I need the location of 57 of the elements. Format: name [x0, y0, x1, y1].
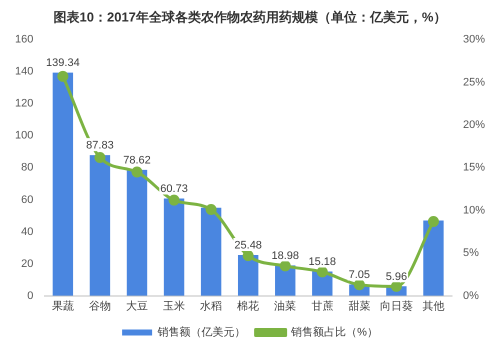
point [206, 204, 217, 216]
bar [164, 198, 184, 296]
bar [90, 155, 110, 296]
y2-tick-label: 30% [462, 34, 486, 46]
x-tick-label: 大豆 [126, 299, 148, 312]
y-tick-label: 100 [14, 130, 34, 142]
data-label: 60.73 [160, 183, 188, 196]
y2-tick-label: 25% [462, 76, 486, 88]
data-label: 5.96 [386, 270, 408, 283]
data-label: 87.83 [86, 140, 114, 152]
data-label: 139.34 [46, 57, 80, 70]
chart-title: 图表10：2017年全球各类农作物农药用药规模（单位：亿美元，%） [54, 9, 446, 24]
y-tick-label: 60 [21, 194, 34, 206]
y-tick-label: 20 [21, 258, 34, 270]
x-tick-label: 谷物 [88, 300, 111, 312]
bar [200, 208, 222, 296]
bar [423, 220, 444, 296]
y2-tick-label: 15% [462, 162, 486, 174]
y-tick-label: 80 [21, 162, 34, 174]
y2-tick-label: 0% [462, 290, 480, 302]
data-label: 25.48 [234, 240, 262, 252]
point [242, 250, 254, 262]
y2-tick-label: 20% [462, 119, 486, 132]
y-tick-label: 120 [14, 98, 34, 110]
data-label: 7.05 [348, 269, 370, 282]
bar [126, 170, 148, 296]
x-tick-label: 果蔬 [52, 299, 74, 312]
y2-tick-label: 10% [462, 204, 486, 216]
point [168, 194, 180, 206]
point [390, 280, 402, 292]
y-tick-label: 160 [14, 34, 34, 46]
data-label: 78.62 [123, 154, 151, 166]
point [354, 279, 365, 290]
x-tick-label: 甜菜 [348, 299, 370, 312]
x-tick-label: 甘蔗 [311, 299, 334, 312]
legend-label: 销售额占比（%） [290, 326, 378, 339]
y-tick-label: 140 [14, 66, 34, 78]
data-label: 18.98 [271, 250, 299, 262]
x-tick-label: 水稻 [200, 299, 222, 312]
legend-label: 销售额（亿美元） [156, 326, 246, 339]
data-label: 15.18 [308, 256, 336, 268]
point [280, 260, 291, 272]
y2-tick-label: 5% [462, 247, 480, 260]
x-tick-label: 油菜 [274, 299, 296, 312]
point [428, 216, 439, 227]
point [94, 152, 106, 163]
y-tick-label: 40 [21, 226, 34, 238]
point [57, 70, 68, 82]
x-tick-label: 玉米 [163, 299, 186, 312]
x-tick-label: 向日葵 [380, 299, 413, 312]
bar [52, 72, 74, 296]
bar [238, 255, 258, 296]
point [131, 166, 142, 178]
x-tick-label: 棉花 [237, 299, 260, 312]
point [316, 266, 328, 278]
x-tick-label: 其他 [422, 299, 444, 312]
y-tick-label: 0 [27, 290, 34, 302]
